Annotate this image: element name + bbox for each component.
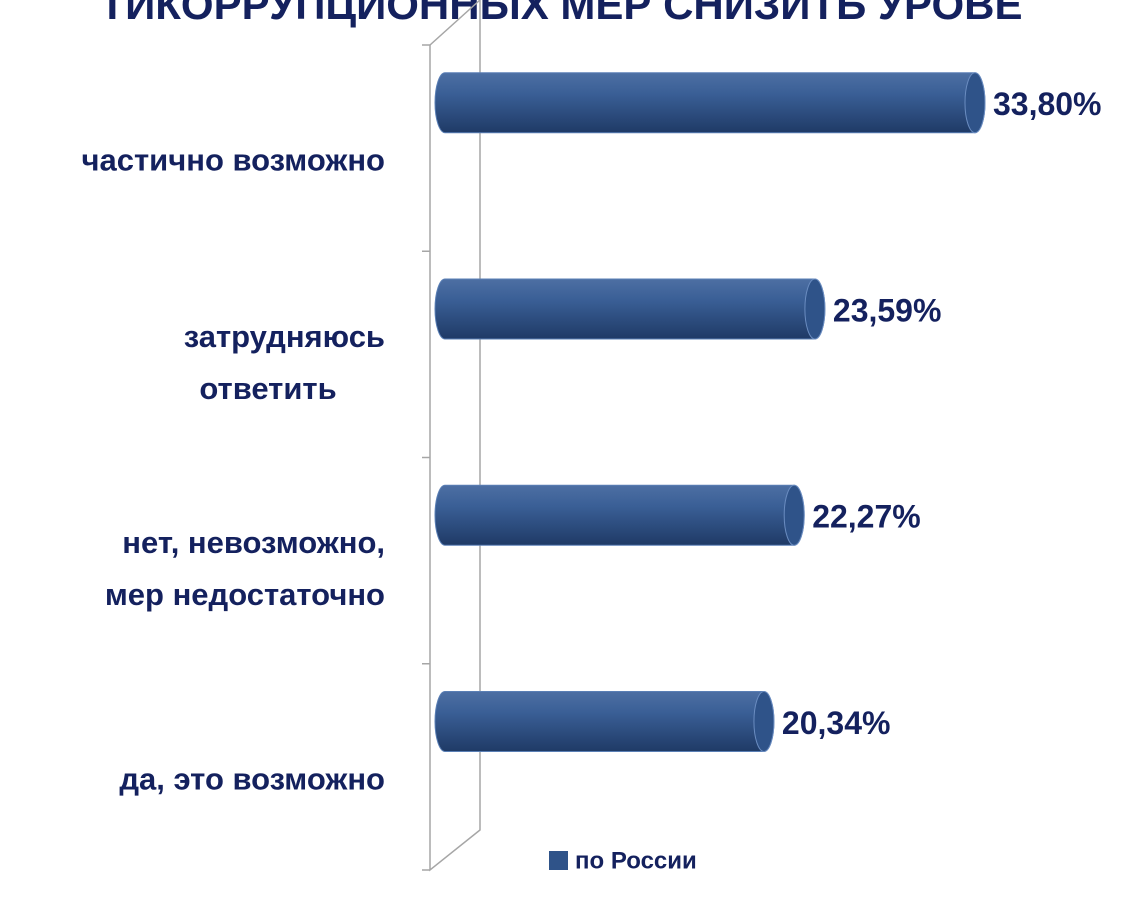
y-tick-label: затрудняюсь bbox=[184, 319, 385, 354]
bar-cap bbox=[804, 278, 826, 340]
bar-body bbox=[434, 72, 986, 134]
bar-body bbox=[434, 278, 826, 340]
bar-body bbox=[434, 484, 805, 546]
value-label: 22,27% bbox=[812, 499, 921, 535]
chart-title: ТИКОРРУПЦИОННЫХ МЕР СНИЗИТЬ УРОВЕ bbox=[99, 0, 1022, 28]
bar bbox=[434, 72, 986, 134]
bar-body bbox=[434, 691, 775, 752]
y-tick-label: ответить bbox=[199, 371, 336, 406]
value-label: 20,34% bbox=[782, 705, 891, 741]
legend-label: по России bbox=[575, 847, 697, 874]
legend-swatch bbox=[549, 851, 568, 870]
bar bbox=[434, 484, 805, 546]
y-tick-label: частично возможно bbox=[82, 143, 386, 178]
bar-cap bbox=[964, 72, 986, 134]
bar bbox=[434, 691, 775, 752]
value-label: 23,59% bbox=[833, 292, 942, 328]
y-tick-label: да, это возможно bbox=[119, 761, 385, 796]
value-label: 33,80% bbox=[993, 86, 1102, 122]
bar bbox=[434, 278, 826, 340]
y-tick-label: мер недостаточно bbox=[105, 577, 385, 612]
y-tick-label: нет, невозможно, bbox=[122, 525, 385, 560]
bar-cap bbox=[783, 484, 805, 546]
bar-cap bbox=[753, 691, 775, 752]
